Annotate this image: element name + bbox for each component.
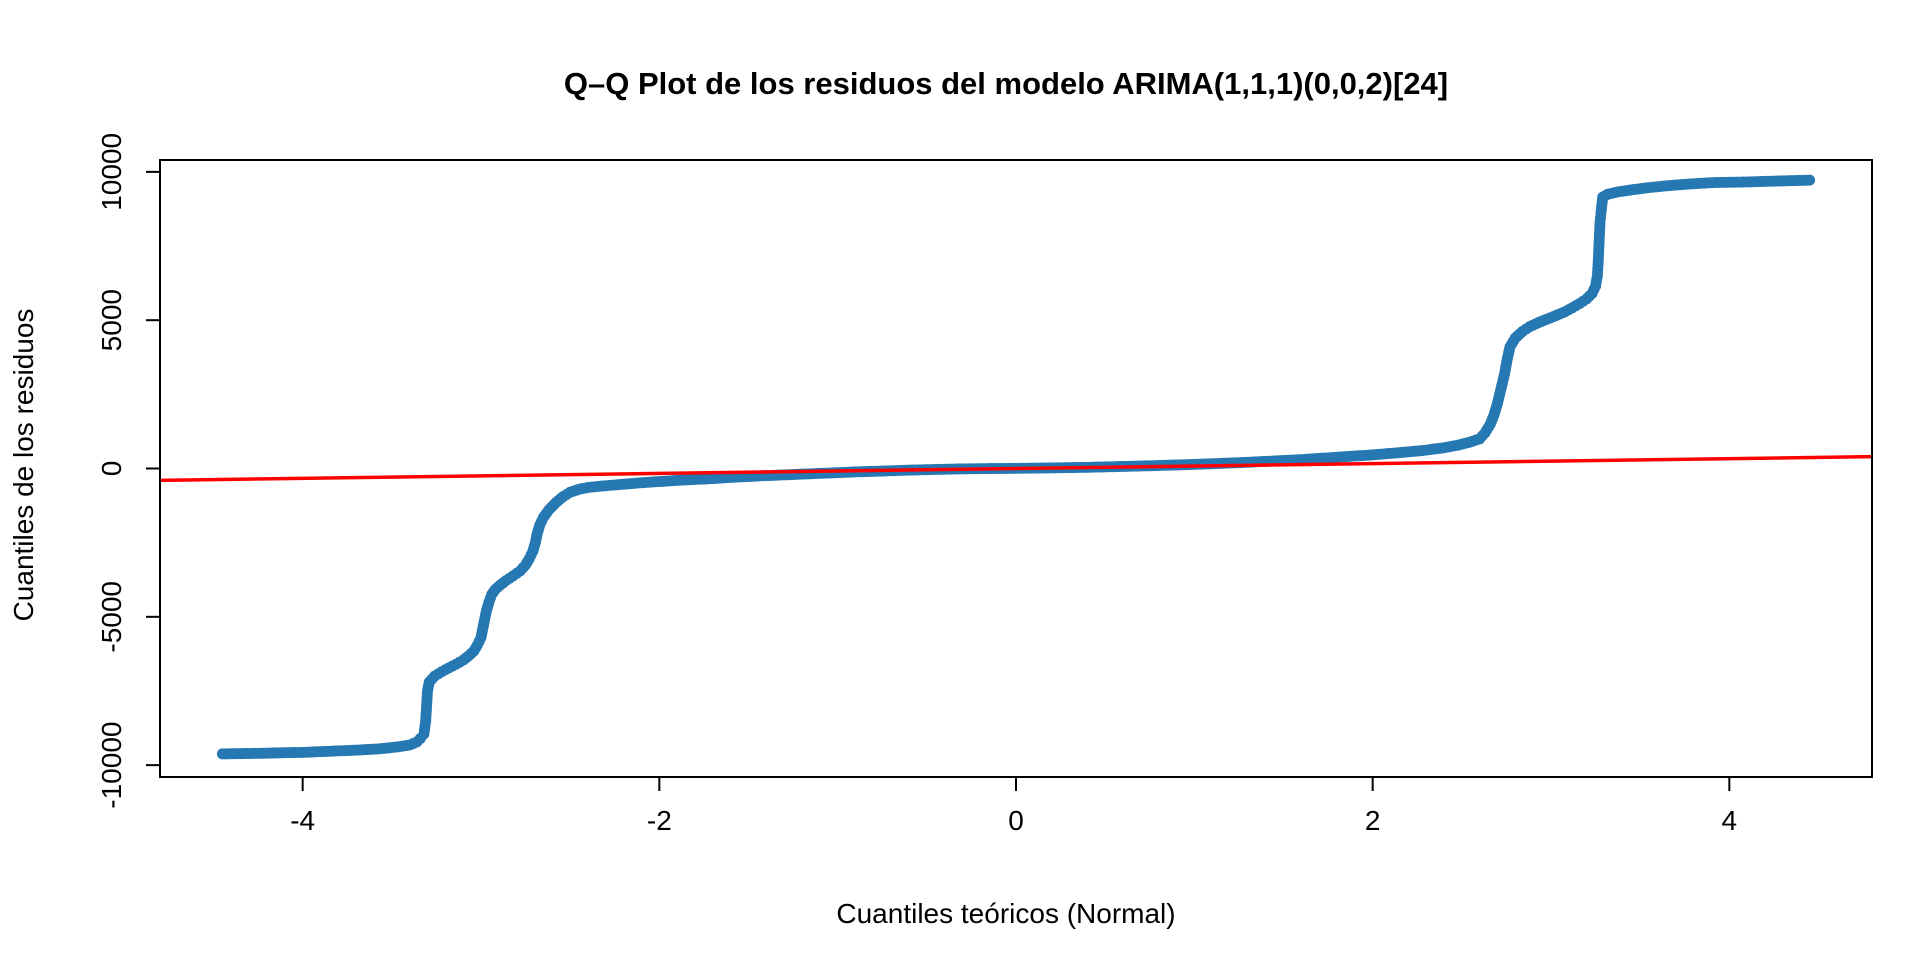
x-tick-label: -4: [290, 805, 315, 836]
y-axis-label: Cuantiles de los residuos: [8, 309, 39, 622]
y-axis-ticks: -10000 -5000 0 5000 10000: [96, 133, 160, 809]
x-tick-label: -2: [647, 805, 672, 836]
reference-line-group: [160, 454, 1872, 483]
x-tick-label: 0: [1008, 805, 1024, 836]
x-tick-label: 4: [1722, 805, 1738, 836]
qq-point: [1804, 174, 1816, 186]
reference-line: [160, 454, 1872, 483]
x-axis-ticks: -4 -2 0 2 4: [290, 777, 1737, 836]
y-tick-label: -10000: [96, 722, 127, 809]
chart-title: Q–Q Plot de los residuos del modelo ARIM…: [564, 66, 1448, 101]
y-tick-label: 5000: [96, 289, 127, 351]
plot-frame: [159, 159, 1873, 778]
y-tick-label: -5000: [96, 581, 127, 653]
x-tick-label: 2: [1365, 805, 1381, 836]
x-axis-label: Cuantiles teóricos (Normal): [836, 898, 1175, 929]
y-tick-label: 10000: [96, 133, 127, 211]
y-tick-label: 0: [96, 461, 127, 477]
